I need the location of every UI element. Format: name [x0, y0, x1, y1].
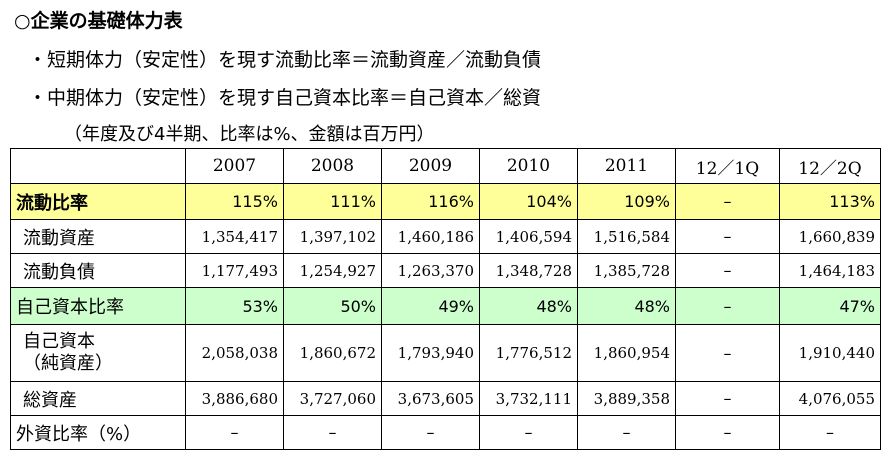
- column-header: 2007: [185, 148, 284, 184]
- page-heading: ○企業の基礎体力表: [14, 10, 183, 32]
- row-total-assets: 総資産 3,886,680 3,727,060 3,673,605 3,732,…: [10, 381, 881, 416]
- table-cell: 1,385,728: [577, 253, 676, 288]
- table-cell: 1,263,370: [381, 253, 480, 288]
- table-cell: –: [675, 287, 780, 325]
- table-cell: 1,860,954: [577, 324, 676, 382]
- table-cell: 3,886,680: [185, 381, 284, 416]
- table-cell: –: [675, 381, 780, 416]
- table-cell: 3,727,060: [283, 381, 382, 416]
- row-label: 自己資本 （純資産）: [10, 324, 186, 382]
- table-cell: 48%: [577, 287, 676, 325]
- table-cell: 50%: [283, 287, 382, 325]
- bullet-equity-ratio: ・中期体力（安定性）を現す自己資本比率＝自己資本／総資: [28, 87, 542, 109]
- row-foreign-ratio: 外資比率（%） – – – – – – –: [10, 415, 881, 450]
- table-cell: –: [675, 219, 780, 254]
- row-label: 自己資本比率: [10, 287, 186, 325]
- column-header: 2009: [381, 148, 480, 184]
- bullet-current-ratio: ・短期体力（安定性）を現す流動比率＝流動資産／流動負債: [28, 49, 542, 71]
- table-cell: 1,177,493: [185, 253, 284, 288]
- table-cell: 2,058,038: [185, 324, 284, 382]
- table-cell: 109%: [577, 183, 676, 220]
- table-cell: 1,776,512: [479, 324, 578, 382]
- table-cell: –: [479, 415, 578, 450]
- column-header: 12／2Q: [779, 148, 881, 184]
- table-cell: 1,860,672: [283, 324, 382, 382]
- table-cell: 1,254,927: [283, 253, 382, 288]
- header-row: 2007 2008 2009 2010 2011 12／1Q 12／2Q: [10, 148, 881, 184]
- table-cell: –: [779, 415, 881, 450]
- row-current-assets: 流動資産 1,354,417 1,397,102 1,460,186 1,406…: [10, 219, 881, 254]
- table-cell: 47%: [779, 287, 881, 325]
- row-label-line: 自己資本: [23, 331, 95, 352]
- table-cell: 1,910,440: [779, 324, 881, 382]
- column-header: 2008: [283, 148, 382, 184]
- table-cell: 116%: [381, 183, 480, 220]
- table-cell: –: [675, 415, 780, 450]
- table-cell: 111%: [283, 183, 382, 220]
- table-cell: 104%: [479, 183, 578, 220]
- table-cell: –: [185, 415, 284, 450]
- header-corner: [10, 148, 186, 184]
- table-cell: 1,516,584: [577, 219, 676, 254]
- table-cell: 1,660,839: [779, 219, 881, 254]
- row-label-line: （純資産）: [23, 353, 113, 374]
- column-header: 12／1Q: [675, 148, 780, 184]
- table-cell: 49%: [381, 287, 480, 325]
- table-cell: 1,464,183: [779, 253, 881, 288]
- table-cell: 4,076,055: [779, 381, 881, 416]
- table-cell: 1,793,940: [381, 324, 480, 382]
- column-header: 2011: [577, 148, 676, 184]
- row-equity-ratio: 自己資本比率 53% 50% 49% 48% 48% – 47%: [10, 287, 881, 325]
- row-label: 総資産: [10, 381, 186, 416]
- table-cell: 1,354,417: [185, 219, 284, 254]
- table-cell: 48%: [479, 287, 578, 325]
- table-cell: –: [675, 183, 780, 220]
- table-cell: 1,397,102: [283, 219, 382, 254]
- table-cell: –: [283, 415, 382, 450]
- table-cell: –: [675, 253, 780, 288]
- row-current-ratio: 流動比率 115% 111% 116% 104% 109% – 113%: [10, 183, 881, 220]
- row-current-liabilities: 流動負債 1,177,493 1,254,927 1,263,370 1,348…: [10, 253, 881, 288]
- table-cell: –: [381, 415, 480, 450]
- column-header: 2010: [479, 148, 578, 184]
- table-cell: 3,732,111: [479, 381, 578, 416]
- table-cell: 3,889,358: [577, 381, 676, 416]
- table-cell: 115%: [185, 183, 284, 220]
- row-label: 流動比率: [10, 183, 186, 220]
- row-label: 流動負債: [10, 253, 186, 288]
- table-cell: 1,460,186: [381, 219, 480, 254]
- table-cell: –: [675, 324, 780, 382]
- table-cell: –: [577, 415, 676, 450]
- table-cell: 1,406,594: [479, 219, 578, 254]
- table-cell: 53%: [185, 287, 284, 325]
- row-equity: 自己資本 （純資産） 2,058,038 1,860,672 1,793,940…: [10, 324, 881, 382]
- row-label: 外資比率（%）: [10, 415, 186, 450]
- row-label: 流動資産: [10, 219, 186, 254]
- units-note: （年度及び4半期、比率は%、金額は百万円）: [64, 124, 435, 145]
- table-cell: 3,673,605: [381, 381, 480, 416]
- table-cell: 1,348,728: [479, 253, 578, 288]
- table-cell: 113%: [779, 183, 881, 220]
- financial-table: 2007 2008 2009 2010 2011 12／1Q 12／2Q 流動比…: [10, 148, 881, 450]
